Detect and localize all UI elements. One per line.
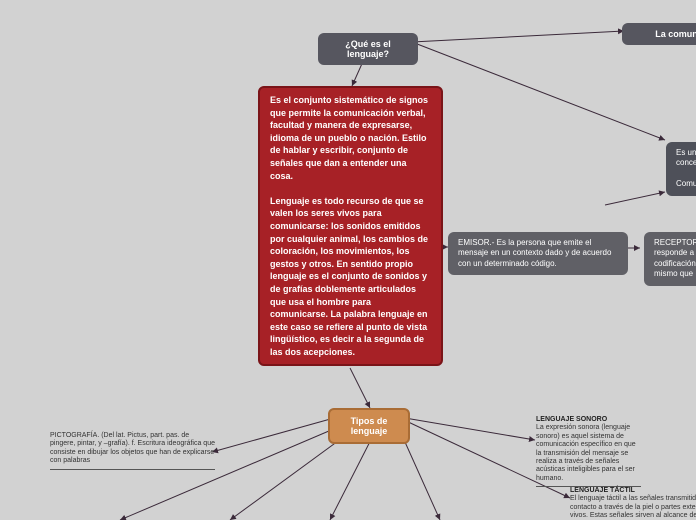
- def-para-1: Es el conjunto sistemático de signos que…: [270, 95, 428, 181]
- side-def-1: Es un t defini concep: [676, 148, 696, 167]
- def-para-2: Lenguaje es todo recurso de que se valen…: [270, 196, 428, 357]
- side-def-2: Comur con ob: [676, 179, 696, 188]
- node-tactil: LENGUAJE TÁCTIL El lenguaje táctil a las…: [570, 487, 696, 520]
- node-side-def[interactable]: Es un t defini concep Comur con ob: [666, 142, 696, 196]
- node-pictografia: PICTOGRAFÍA. (Del lat. Pictus, part. pas…: [50, 432, 215, 473]
- node-definicion[interactable]: Es el conjunto sistemático de signos que…: [258, 86, 443, 366]
- node-comunicacion[interactable]: La comunicación: [622, 23, 696, 45]
- tactil-body: El lenguaje táctil a las señales transmi…: [570, 495, 696, 520]
- node-tipos[interactable]: Tipos de lenguaje: [328, 408, 410, 444]
- sonoro-title: LENGUAJE SONORO: [536, 416, 607, 423]
- node-que-es[interactable]: ¿Qué es el lenguaje?: [318, 33, 418, 65]
- sonoro-body: La expresión sonora (lenguaje sonoro) es…: [536, 424, 636, 481]
- node-emisor[interactable]: EMISOR.- Es la persona que emite el mens…: [448, 232, 628, 275]
- node-receptor[interactable]: RECEPTOR.- básicos del responde a En tod…: [644, 232, 696, 286]
- tactil-title: LENGUAJE TÁCTIL: [570, 487, 635, 494]
- node-sonoro: LENGUAJE SONORO La expresión sonora (len…: [536, 416, 641, 491]
